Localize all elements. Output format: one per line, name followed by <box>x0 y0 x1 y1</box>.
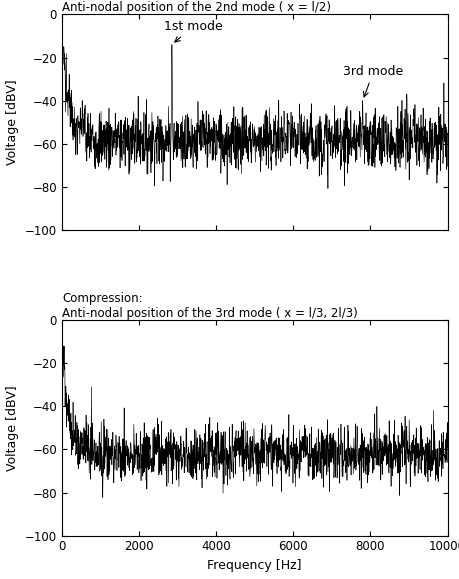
Text: 1st mode: 1st mode <box>164 20 223 42</box>
Text: Compression:
Anti-nodal position of the 3rd mode ( x = l/3, 2l/3): Compression: Anti-nodal position of the … <box>62 292 358 320</box>
Y-axis label: Voltage [dBV]: Voltage [dBV] <box>6 385 19 471</box>
Text: Compression:
Anti-nodal position of the 2nd mode ( x = l/2): Compression: Anti-nodal position of the … <box>62 0 331 14</box>
X-axis label: Frequency [Hz]: Frequency [Hz] <box>207 559 302 572</box>
Text: 3rd mode: 3rd mode <box>343 65 403 97</box>
Y-axis label: Voltage [dBV]: Voltage [dBV] <box>6 79 19 165</box>
